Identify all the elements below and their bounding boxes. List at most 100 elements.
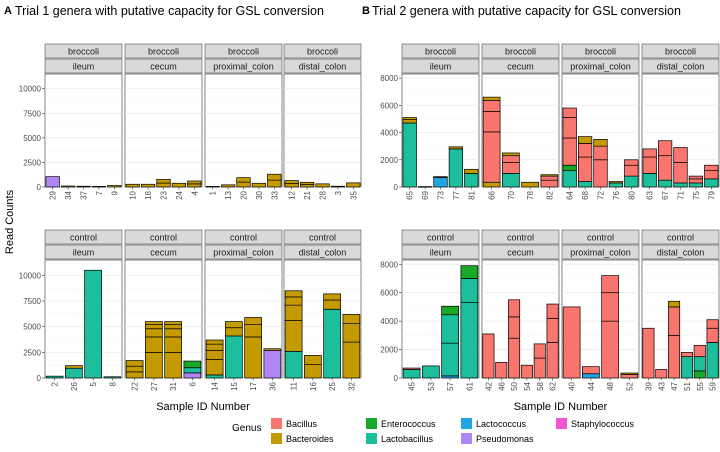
bar-segment-bacillus [562, 137, 577, 166]
strip-diet [641, 229, 720, 245]
bar-segment-bacillus [402, 367, 421, 370]
strip-region-label: proximal_colon [570, 62, 631, 72]
bar-segment-bacillus [562, 306, 581, 379]
x-tick-label: 65 [406, 190, 415, 199]
bar-segment-bacteroides [284, 320, 303, 352]
x-tick-label: 70 [507, 190, 516, 199]
strip-diet [283, 229, 362, 245]
strip-diet-label: control [230, 233, 257, 243]
bar-segment-bacillus [582, 366, 600, 375]
bar-segment-enterococcus [562, 164, 577, 172]
bar-segment-bacillus [668, 334, 681, 379]
y-tick-label: 8000 [380, 260, 398, 269]
y-axis-label: Read Counts [4, 189, 16, 254]
bar-7 [91, 186, 107, 188]
bar-segment-lactobacillus [422, 365, 440, 379]
bar-81 [464, 168, 479, 188]
bar-21 [299, 181, 315, 188]
plot-area [283, 73, 362, 188]
bar-segment-bacteroides [482, 181, 501, 188]
bar-79 [704, 164, 719, 188]
strip-region [44, 58, 123, 74]
bar-segment-bacteroides [577, 136, 593, 144]
bar-24 [171, 182, 187, 188]
bar-segment-bacteroides [284, 296, 303, 306]
bar-segment-bacteroides [267, 173, 282, 181]
bar-segment-bacillus [508, 316, 521, 339]
x-tick-label: 77 [452, 190, 461, 199]
strip-region-label: distal_colon [657, 248, 705, 258]
x-tick-label: 39 [644, 381, 653, 390]
bar-segment-bacillus [546, 342, 559, 379]
bar-44 [582, 366, 600, 379]
bar-segment-bacillus [540, 175, 559, 181]
bar-segment-bacillus [502, 155, 520, 163]
bar-segment-lactobacillus [225, 335, 243, 379]
legend-label-lactobacillus: Lactobacillus [381, 434, 434, 444]
y-tick-label: 4000 [380, 129, 398, 138]
strip-diet-label: broccoli [68, 47, 99, 57]
bar-13 [220, 184, 236, 188]
strip-region [401, 244, 480, 260]
bar-segment-bacteroides [304, 364, 322, 379]
bar-segment-lactobacillus [205, 374, 224, 379]
bar-segment-bacteroides [304, 355, 322, 366]
bar-67 [657, 140, 673, 188]
bar-39 [642, 327, 655, 379]
strip-diet [204, 43, 283, 59]
panel-label-A: A [4, 5, 12, 17]
bar-43 [655, 369, 668, 379]
bar-segment-enterococcus [441, 305, 459, 316]
x-tick-label: 78 [526, 190, 535, 199]
legend-swatch-staphylococcus [556, 418, 567, 429]
strip-diet-label: control [507, 233, 534, 243]
bar-segment-bacillus [693, 344, 706, 358]
bar-segment-bacillus [577, 143, 593, 158]
y-tick-label: 2500 [23, 158, 41, 167]
strip-diet [44, 43, 123, 59]
bar-18 [140, 183, 156, 188]
x-tick-label: 8 [108, 381, 117, 386]
bar-segment-bacteroides [402, 119, 417, 124]
bar-segment-bacillus [562, 117, 577, 139]
bar-segment-bacteroides [145, 324, 163, 330]
bar-segment-bacteroides [244, 317, 262, 325]
x-tick-label: 7 [95, 190, 104, 195]
bar-segment-bacillus [508, 299, 521, 318]
bar-segment-bacillus [673, 162, 688, 184]
bar-55 [693, 344, 706, 379]
bar-segment-lactobacillus [441, 314, 459, 344]
strip-diet-label: control [150, 233, 177, 243]
bar-segment-lactobacillus [608, 182, 624, 188]
bar-segment-bacteroides [220, 184, 236, 188]
bar-29 [45, 176, 60, 188]
bar-segment-bacteroides [187, 183, 202, 188]
bar-segment-bacteroides [342, 341, 361, 379]
legend-swatch-bacillus [271, 418, 282, 429]
y-tick-label: 8000 [380, 74, 398, 83]
bar-16 [304, 355, 322, 379]
bar-segment-bacteroides [593, 138, 608, 147]
bar-segment-bacillus [642, 327, 655, 379]
bar-segment-lactobacillus [464, 173, 479, 188]
bar-segment-lactobacillus [84, 269, 102, 379]
x-tick-label: 48 [606, 381, 615, 390]
bar-segment-bacteroides [263, 348, 282, 351]
bar-segment-lactobacillus [577, 181, 593, 188]
bar-segment-lactobacillus [441, 342, 459, 377]
bar-segment-bacteroides [125, 360, 144, 367]
bar-61 [460, 265, 479, 379]
bar-segment-bacteroides [164, 324, 182, 330]
strip-diet [401, 43, 480, 59]
bar-segment-bacteroides [346, 182, 361, 188]
y-tick-label: 2500 [23, 348, 41, 357]
plot-area [481, 259, 560, 379]
bar-segment-bacillus [593, 145, 608, 161]
bar-62 [546, 303, 559, 379]
bar-segment-bacteroides [225, 321, 243, 329]
bar-36 [263, 348, 282, 379]
bar-segment-pseudomonas [263, 349, 282, 379]
x-tick-label: 61 [465, 381, 474, 390]
bar-segment-lactococcus [433, 177, 448, 188]
bar-segment-enterococcus [183, 360, 202, 369]
